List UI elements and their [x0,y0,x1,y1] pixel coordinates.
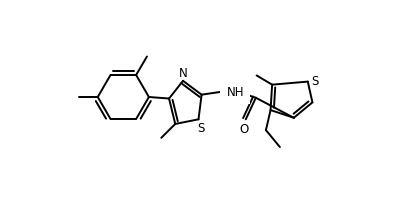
Text: S: S [197,121,204,134]
Text: S: S [310,74,317,87]
Text: N: N [179,67,187,80]
Text: NH: NH [226,86,243,99]
Text: O: O [239,123,248,136]
